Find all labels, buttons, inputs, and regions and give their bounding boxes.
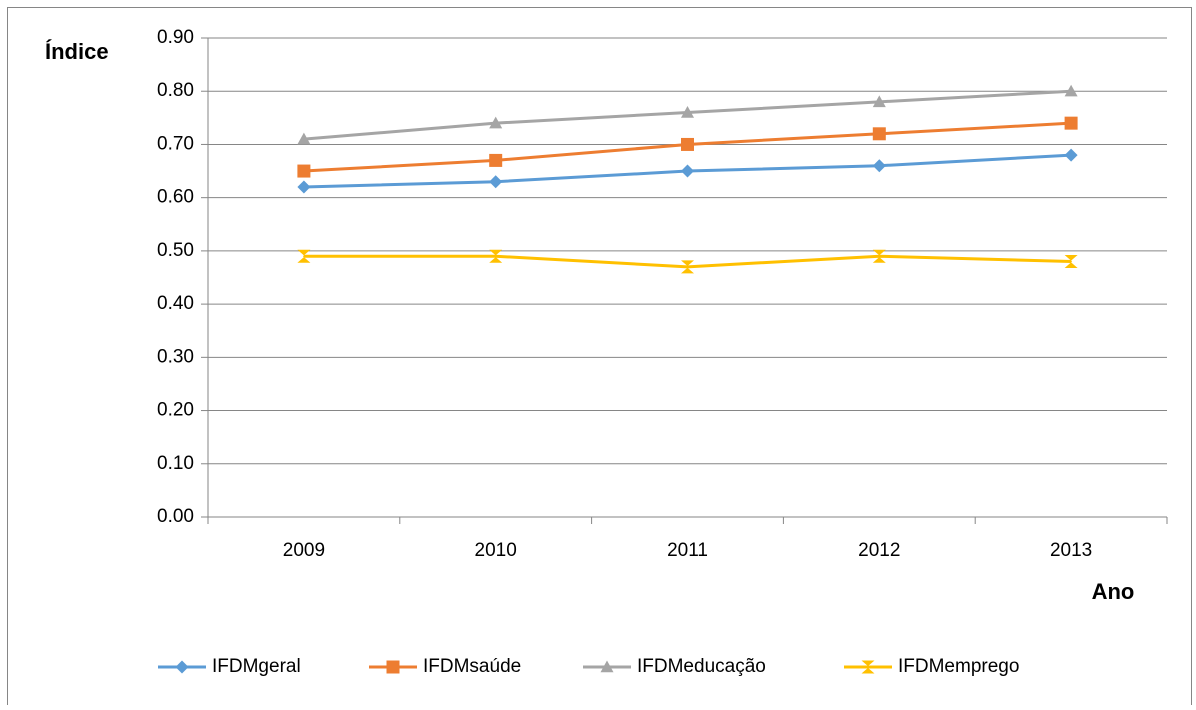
y-tick-label: 0.20 xyxy=(157,400,194,421)
legend-label: IFDMeducação xyxy=(637,656,766,677)
x-tick-label: 2009 xyxy=(283,540,325,561)
point-marker xyxy=(681,106,694,118)
point-marker xyxy=(681,260,694,274)
point-marker xyxy=(872,127,886,141)
point-marker xyxy=(872,95,886,108)
x-tick-label: 2013 xyxy=(1050,540,1092,561)
point-marker xyxy=(681,137,694,151)
y-tick-label: 0.80 xyxy=(157,80,194,101)
y-tick-label: 0.70 xyxy=(157,133,194,154)
y-axis-title: Índice xyxy=(45,39,109,64)
x-tick-label: 2012 xyxy=(858,540,900,561)
point-marker xyxy=(872,249,886,263)
point-marker xyxy=(489,153,503,167)
y-tick-label: 0.30 xyxy=(157,346,194,367)
point-marker xyxy=(872,159,886,173)
legend-marker xyxy=(175,660,189,674)
y-tick-label: 0.50 xyxy=(157,240,194,261)
y-tick-label: 0.10 xyxy=(157,453,194,474)
chart-border xyxy=(7,7,1192,710)
point-marker xyxy=(1064,84,1078,97)
legend-label: IFDMemprego xyxy=(898,656,1019,677)
legend-marker xyxy=(861,660,875,674)
point-marker xyxy=(681,164,694,178)
point-marker xyxy=(297,164,311,178)
legend-label: IFDMsaúde xyxy=(423,656,521,677)
x-axis-title: Ano xyxy=(1092,579,1135,604)
y-tick-label: 0.90 xyxy=(157,27,194,48)
x-tick-label: 2010 xyxy=(475,540,517,561)
point-marker xyxy=(1064,148,1078,162)
point-marker xyxy=(489,175,503,189)
y-tick-label: 0.00 xyxy=(157,506,194,527)
legend-marker xyxy=(386,660,400,674)
legend-label: IFDMgeral xyxy=(212,656,301,677)
y-tick-label: 0.60 xyxy=(157,187,194,208)
y-tick-label: 0.40 xyxy=(157,293,194,314)
point-marker xyxy=(1064,255,1078,269)
point-marker xyxy=(1064,116,1078,130)
point-marker xyxy=(297,180,311,194)
point-marker xyxy=(489,116,503,129)
x-tick-label: 2011 xyxy=(667,540,708,561)
point-marker xyxy=(297,132,311,145)
point-marker xyxy=(297,249,311,263)
legend-marker xyxy=(600,660,614,673)
point-marker xyxy=(489,249,503,263)
